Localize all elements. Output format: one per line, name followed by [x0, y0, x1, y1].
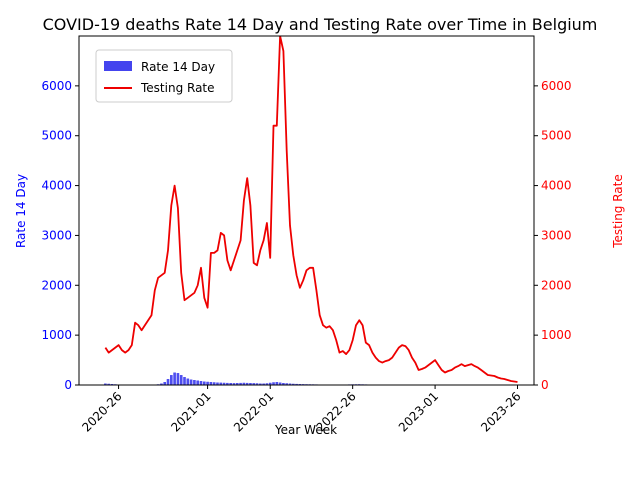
bar — [209, 382, 213, 385]
bar — [219, 382, 223, 385]
bar — [295, 383, 298, 385]
legend: Rate 14 Day Testing Rate — [95, 49, 233, 103]
y-right-tick-label: 3000 — [541, 228, 572, 242]
bar — [229, 383, 232, 385]
y-left-tick-label: 5000 — [41, 129, 72, 143]
bar — [255, 383, 259, 385]
bar-series — [104, 372, 519, 385]
legend-swatch-bar — [104, 61, 132, 71]
bar — [212, 382, 216, 385]
bar — [104, 383, 107, 385]
x-tick-label: 2022-01 — [231, 389, 276, 434]
bar — [262, 383, 265, 385]
y-left-tick-label: 1000 — [41, 328, 72, 342]
legend-label-bar: Rate 14 Day — [141, 60, 215, 74]
bar — [268, 382, 272, 385]
bar — [107, 383, 110, 385]
bar — [288, 383, 292, 385]
y-left-tick-label: 3000 — [41, 228, 72, 242]
bar — [242, 382, 246, 385]
bar — [173, 372, 176, 385]
bar — [235, 383, 239, 385]
bar — [285, 383, 289, 385]
x-tick-label: 2023-26 — [478, 389, 523, 434]
chart-title: COVID-19 deaths Rate 14 Day and Testing … — [43, 15, 598, 34]
bar — [199, 381, 203, 385]
y-right-tick-label: 0 — [541, 378, 549, 392]
left-axis: 0 1000 2000 3000 4000 5000 6000 — [41, 79, 79, 392]
bar — [239, 382, 242, 385]
bar — [202, 381, 206, 385]
bar — [252, 383, 256, 385]
legend-label-line: Testing Rate — [140, 81, 215, 95]
y-right-tick-label: 2000 — [541, 278, 572, 292]
bar — [222, 382, 226, 385]
bar — [259, 383, 262, 385]
y-right-tick-label: 4000 — [541, 179, 572, 193]
x-tick-label: 2020-26 — [79, 389, 124, 434]
plot-frame — [78, 35, 535, 386]
y-axis-left-label: Rate 14 Day — [14, 174, 28, 248]
bar — [226, 382, 229, 385]
x-axis-label: Year Week — [274, 423, 337, 437]
bar — [282, 383, 285, 385]
bar — [183, 377, 186, 385]
line-series — [104, 36, 518, 383]
bar — [189, 379, 193, 385]
bar — [245, 382, 249, 385]
bar — [216, 382, 219, 385]
y-left-tick-label: 0 — [64, 378, 72, 392]
x-tick-label: 2023-01 — [396, 389, 441, 434]
bar — [265, 383, 269, 385]
y-left-tick-label: 2000 — [41, 278, 72, 292]
bar — [275, 382, 279, 385]
bar — [193, 380, 196, 385]
testing-rate-line — [104, 36, 518, 383]
bar — [232, 383, 236, 385]
bar — [196, 380, 200, 385]
x-tick-label: 2021-01 — [168, 389, 213, 434]
bar — [186, 378, 190, 385]
bar — [206, 381, 209, 385]
bar — [160, 383, 163, 385]
bar — [166, 379, 170, 385]
y-left-tick-label: 4000 — [41, 179, 72, 193]
y-right-tick-label: 1000 — [541, 328, 572, 342]
y-left-tick-label: 6000 — [41, 79, 72, 93]
y-axis-right-label: Testing Rate — [611, 174, 625, 249]
bar — [176, 373, 180, 385]
bar — [249, 383, 252, 385]
y-right-tick-label: 6000 — [541, 79, 572, 93]
bar — [291, 383, 295, 385]
bar — [272, 382, 275, 385]
y-right-tick-label: 5000 — [541, 129, 572, 143]
right-axis: 0 1000 2000 3000 4000 5000 6000 — [534, 79, 572, 392]
bar — [163, 382, 167, 385]
bar — [170, 375, 173, 385]
bar — [179, 375, 183, 385]
bar — [278, 382, 282, 385]
